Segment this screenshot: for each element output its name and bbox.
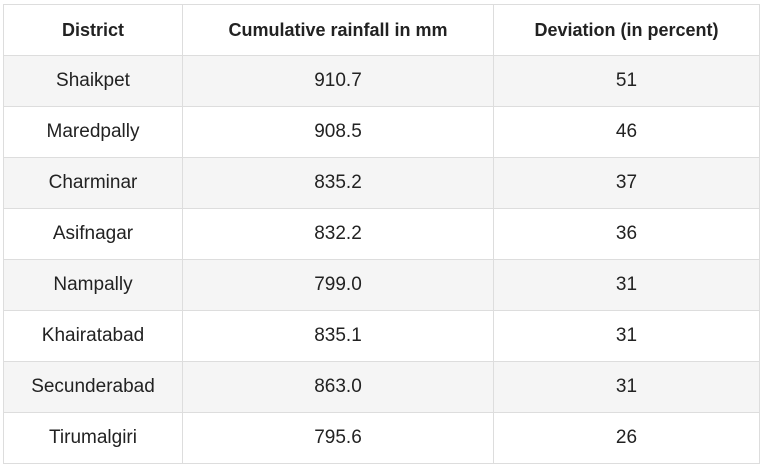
table-cell: Asifnagar [3,208,183,260]
table-cell: 37 [493,157,760,209]
header-cell: Deviation (in percent) [493,4,760,56]
rainfall-table: District Cumulative rainfall in mm Deviati… [3,4,760,464]
table-cell: 31 [493,259,760,311]
table-cell: 46 [493,106,760,158]
table-cell: Nampally [3,259,183,311]
table-cell: Shaikpet [3,55,183,107]
table-cell: 36 [493,208,760,260]
table-row: Asifnagar 832.2 36 [3,208,760,260]
table-cell: 910.7 [182,55,494,107]
table-cell: 26 [493,412,760,464]
table-cell: 795.6 [182,412,494,464]
table-row: Secunderabad 863.0 31 [3,361,760,413]
table-cell: 908.5 [182,106,494,158]
table-row: Charminar 835.2 37 [3,157,760,209]
table-row: Tirumalgiri 795.6 26 [3,412,760,464]
table-cell: 835.1 [182,310,494,362]
table-cell: 835.2 [182,157,494,209]
header-cell: District [3,4,183,56]
table-cell: 863.0 [182,361,494,413]
table-header: District Cumulative rainfall in mm Deviati… [3,4,760,56]
header-cell: Cumulative rainfall in mm [182,4,494,56]
table-row: Shaikpet 910.7 51 [3,55,760,107]
table-cell: Khairatabad [3,310,183,362]
table-cell: 31 [493,361,760,413]
table-cell: Charminar [3,157,183,209]
table-row: Nampally 799.0 31 [3,259,760,311]
table-row: Maredpally 908.5 46 [3,106,760,158]
table-cell: 31 [493,310,760,362]
table-cell: 799.0 [182,259,494,311]
table-cell: Tirumalgiri [3,412,183,464]
header-row: District Cumulative rainfall in mm Deviati… [3,4,760,56]
table-cell: 51 [493,55,760,107]
table-body: Shaikpet 910.7 51 Maredpally 908.5 46 Charmina… [3,55,760,464]
table-cell: Secunderabad [3,361,183,413]
table-cell: 832.2 [182,208,494,260]
table-row: Khairatabad 835.1 31 [3,310,760,362]
table-cell: Maredpally [3,106,183,158]
